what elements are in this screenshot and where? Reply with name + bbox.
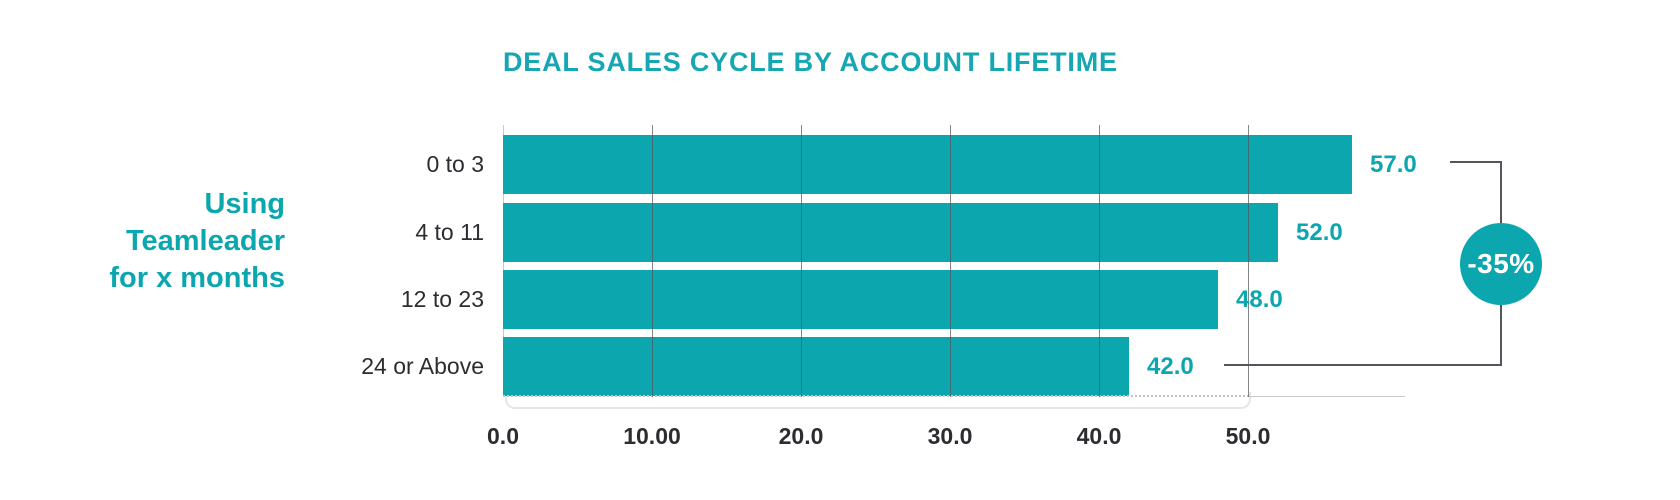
category-labels: 0 to 3 4 to 11 12 to 23 24 or Above: [330, 125, 484, 397]
gridline: [950, 125, 951, 397]
bar: [503, 337, 1129, 396]
bar: [503, 135, 1352, 194]
y-axis-group-label-line: Using: [204, 188, 285, 220]
y-axis-group-label-line: Teamleader: [125, 225, 285, 257]
bracket-top-line: [1450, 161, 1502, 163]
x-tick-label: 40.0: [1076, 423, 1122, 449]
x-tick-label: 0.0: [487, 423, 519, 449]
y-axis-group-label-line: for x months: [109, 262, 285, 294]
x-axis-baseline-dotted: [503, 395, 1249, 397]
category-label: 24 or Above: [361, 353, 484, 379]
chart-title: DEAL SALES CYCLE BY ACCOUNT LIFETIME: [503, 47, 1118, 77]
plot-area: 57.0 52.0 48.0 42.0 0.0 10.00 20.0 30.0 40.0 50.0: [487, 125, 1417, 449]
y-axis-group-label: Using Teamleader for x months: [60, 186, 285, 297]
x-tick-label: 30.0: [927, 423, 973, 449]
category-label: 12 to 23: [400, 286, 484, 312]
gridline: [1248, 125, 1249, 397]
bracket-bottom-line: [1224, 364, 1502, 366]
x-axis-baseline-extension: [1249, 396, 1405, 397]
x-tick-label: 50.0: [1225, 423, 1271, 449]
category-label: 0 to 3: [426, 151, 484, 177]
gridline: [652, 125, 653, 397]
gridline: [1099, 125, 1100, 397]
delta-badge-label: -35%: [1467, 248, 1535, 279]
bar: [503, 203, 1278, 262]
x-tick-label: 10.00: [623, 423, 681, 449]
gridline: [801, 125, 802, 397]
bar-value-label: 42.0: [1147, 353, 1194, 380]
category-label: 4 to 11: [415, 219, 484, 245]
bar-value-label: 48.0: [1236, 286, 1283, 313]
bar-value-label: 52.0: [1296, 219, 1343, 246]
bar: [503, 270, 1218, 329]
x-tick-label: 20.0: [778, 423, 824, 449]
delta-badge: -35%: [1460, 223, 1542, 305]
plot-panel-bottom-edge: [505, 392, 1251, 409]
bar-value-label: 57.0: [1370, 151, 1417, 178]
